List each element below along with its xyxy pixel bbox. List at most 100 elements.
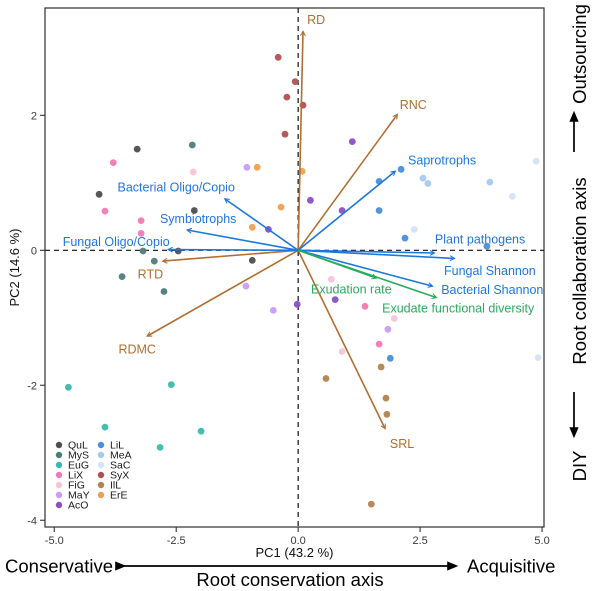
data-point-AcO [348, 138, 356, 146]
x-tick-label: 5.0 [534, 535, 549, 547]
data-point-MeA [424, 180, 432, 187]
legend-label-EuG: EuG [68, 460, 89, 472]
data-point-QuL [133, 145, 141, 153]
arrow-label-exudate-functional-diversity: Exudate functional diversity [382, 301, 535, 315]
legend-label-SyX: SyX [110, 470, 129, 482]
data-point-LiL [401, 234, 409, 242]
loading-arrow-srl [297, 249, 386, 430]
legend-swatch-MaY [55, 491, 63, 499]
plot-panel [44, 7, 545, 528]
data-point-MyS [160, 288, 168, 295]
data-point-SaC [534, 354, 542, 361]
data-point-EuG [101, 423, 109, 431]
data-point-EuG [167, 381, 175, 388]
data-point-SyX [283, 93, 291, 101]
data-point-AcO [331, 296, 339, 303]
legend-label-ErE: ErE [110, 490, 128, 502]
data-point-SyX [291, 78, 299, 85]
y-tick-label: -2 [27, 380, 37, 392]
annotation-conservative: Conservative [5, 556, 113, 577]
data-point-SaC [532, 157, 540, 165]
legend-swatch-MeA [97, 451, 105, 459]
arrow-label-rdmc: RDMC [118, 343, 156, 357]
arrow-label-fungal-shannon: Fungal Shannon [444, 264, 536, 278]
arrow-label-exudation-rate: Exudation rate [311, 282, 392, 296]
x-tick-label: 0.0 [291, 535, 306, 547]
legend-swatch-QuL [55, 441, 63, 449]
data-point-EuG [65, 383, 72, 391]
data-point-LiL [483, 242, 491, 250]
annotation-root-conservation-axis: Root conservation axis [196, 569, 383, 590]
data-point-QuL [248, 257, 256, 264]
data-point-FiG [327, 275, 335, 283]
data-point-MaY [242, 282, 250, 290]
data-point-SyX [281, 130, 289, 138]
data-point-MaY [243, 163, 251, 171]
data-point-AcO [293, 300, 301, 308]
data-point-LiX [137, 217, 145, 225]
data-point-SaC [508, 192, 516, 200]
data-point-FiG [390, 315, 398, 322]
legend-label-LiL: LiL [110, 440, 124, 452]
data-point-IlL [382, 394, 390, 402]
data-point-MeA [419, 174, 427, 182]
x-tick-label: -2.5 [167, 535, 186, 547]
legend-swatch-FiG [55, 481, 63, 489]
legend-swatch-LiX [55, 471, 63, 479]
arrow-label-plant-pathogens: Plant pathogens [435, 233, 525, 247]
loading-arrow-bacterial-oligo-copio [223, 198, 299, 251]
arrow-label-bacterial-shannon: Bacterial Shannon [441, 283, 543, 297]
data-point-ErE [248, 223, 256, 231]
loading-arrow-fungal-shannon [298, 249, 456, 262]
data-point-LiL [375, 207, 383, 214]
loading-arrow-rtd [161, 249, 299, 264]
data-point-ErE [253, 163, 261, 171]
data-point-MyS [150, 257, 158, 265]
legend-label-IlL: IlL [110, 480, 121, 492]
annotation-root-collaboration-axis: Root collaboration axis [569, 177, 590, 364]
data-point-EuG [156, 444, 164, 451]
loading-arrow-saprotrophs [297, 170, 397, 251]
legend-swatch-SyX [97, 471, 105, 479]
legend-label-LiX: LiX [68, 470, 83, 482]
legend-label-SaC: SaC [110, 460, 131, 472]
legend-swatch-ErE [97, 491, 105, 499]
annotation-acquisitive: Acquisitive [467, 556, 555, 577]
data-point-IlL [377, 363, 385, 371]
x-axis-title: PC1 (43.2 %) [255, 545, 333, 560]
legend-label-FiG: FiG [68, 480, 85, 492]
arrow-label-fungal-oligo-copio: Fungal Oligo/Copio [63, 235, 170, 249]
legend-swatch-AcO [55, 501, 63, 509]
legend-label-AcO: AcO [68, 500, 88, 512]
legend-swatch-SaC [97, 461, 105, 469]
legend-label-MeA: MeA [110, 450, 132, 462]
arrow-label-rd: RD [307, 13, 325, 27]
loading-arrow-rd [297, 30, 306, 251]
data-point-IlL [367, 500, 375, 508]
annotation-outsourcing: Outsourcing [569, 4, 590, 104]
data-point-AcO [307, 196, 314, 204]
y-tick-label: -4 [27, 515, 37, 527]
arrow-label-rnc: RNC [400, 98, 427, 112]
legend-swatch-LiL [97, 441, 105, 449]
arrow-label-saprotrophs: Saprotrophs [408, 154, 476, 168]
data-point-QuL [190, 207, 198, 214]
data-point-MeA [486, 178, 494, 186]
data-point-IlL [383, 410, 391, 418]
data-point-MaY [269, 307, 277, 314]
legend-swatch-EuG [55, 461, 63, 469]
legend-swatch-IlL [97, 481, 105, 489]
data-point-QuL [174, 247, 182, 255]
loading-arrow-rdmc [146, 249, 299, 337]
loading-arrow-exudate-functional-diversity [297, 249, 438, 299]
data-point-MyS [188, 141, 196, 149]
data-point-SaC [410, 226, 418, 233]
x-tick-label: 2.5 [412, 535, 427, 547]
data-point-LiL [386, 354, 394, 362]
data-point-EuG [197, 427, 205, 435]
legend-swatch-MyS [55, 451, 63, 459]
data-point-MyS [139, 247, 147, 255]
legend-label-QuL: QuL [68, 440, 88, 452]
data-point-ErE [277, 203, 285, 211]
